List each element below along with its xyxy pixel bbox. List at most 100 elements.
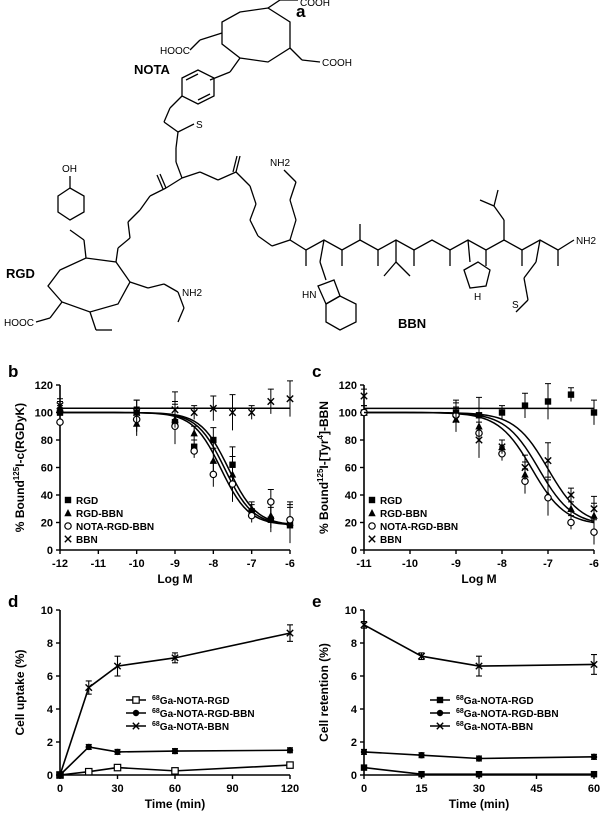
svg-text:BBN: BBN	[76, 535, 98, 546]
x-tick-label: -11	[91, 558, 106, 570]
axes: 0 2 4 6 8 10 0 15 30 45 60 Time (min) Cell retention…	[317, 605, 600, 811]
legend-item: 68Ga-NOTA-RGD-BBN	[430, 708, 559, 720]
label-hooc-left: HOOC	[160, 46, 190, 57]
y-tick-label: 10	[345, 605, 357, 617]
label-s-met: S	[512, 300, 519, 311]
x-tick-label: -8	[497, 558, 507, 570]
x-tick-label: 30	[473, 783, 485, 795]
plot-area	[360, 383, 598, 545]
plot-area	[360, 620, 598, 778]
x-tick-label: -10	[129, 558, 145, 570]
label-nh2-arg: NH2	[182, 288, 202, 299]
axes: 0 2 4 6 8 10 0 30 60 90 120 Time (min) Cell uptake (…	[13, 605, 299, 811]
label-bbn: BBN	[398, 316, 426, 331]
label-hn-indole: HN	[302, 290, 316, 301]
svg-text:68Ga-NOTA-BBN: 68Ga-NOTA-BBN	[456, 721, 533, 733]
label-h-his: H	[474, 292, 481, 303]
series-68ga-nota-rgd-bbn	[360, 748, 598, 762]
x-axis-label: Log M	[461, 572, 496, 586]
label-cooh-top: COOH	[300, 0, 330, 9]
legend-item: RGD	[368, 496, 402, 507]
legend-item: RGD	[64, 496, 98, 507]
svg-text:68Ga-NOTA-BBN: 68Ga-NOTA-BBN	[152, 721, 229, 733]
x-tick-label: -10	[402, 558, 418, 570]
y-axis-label: % Bound125I-c(RGDyK)	[12, 403, 27, 532]
panel-letter-c: c	[312, 362, 322, 381]
label-nh2-gln: NH2	[270, 158, 290, 169]
chart-competition-tyr4-bbn: 0 20 40 60 80 100 120 -11 -10 -9 -8 -7 -6 Log M % Boun…	[316, 380, 599, 586]
label-cooh-right: COOH	[322, 58, 352, 69]
series-68ga-nota-bbn	[360, 620, 598, 677]
legend: 68Ga-NOTA-RGD68Ga-NOTA-RGD-BBN68Ga-NOTA-…	[430, 695, 559, 733]
chart-cell-retention: 0 2 4 6 8 10 0 15 30 45 60 Time (min) Cell retention…	[317, 605, 600, 811]
x-tick-label: 0	[57, 783, 63, 795]
y-tick-label: 4	[47, 704, 54, 716]
y-axis-label: Cell uptake (%)	[13, 649, 27, 735]
y-tick-label: 0	[351, 770, 357, 782]
x-axis-label: Time (min)	[449, 797, 509, 811]
y-tick-label: 40	[345, 490, 357, 502]
panel-letter-e: e	[312, 592, 322, 611]
label-oh: OH	[62, 164, 77, 175]
panel-letter-a: a	[296, 2, 306, 21]
y-tick-label: 120	[35, 380, 53, 392]
y-tick-label: 2	[351, 737, 357, 749]
x-tick-label: -11	[356, 558, 371, 570]
series-bbn	[56, 380, 294, 431]
x-tick-label: -7	[543, 558, 553, 570]
y-tick-label: 20	[345, 518, 357, 530]
legend-item: 68Ga-NOTA-RGD-BBN	[126, 708, 255, 720]
y-tick-label: 6	[47, 671, 53, 683]
label-hooc-rgd: HOOC	[4, 318, 34, 329]
svg-text:68Ga-NOTA-RGD: 68Ga-NOTA-RGD	[456, 695, 534, 707]
svg-text:NOTA-RGD-BBN: NOTA-RGD-BBN	[76, 522, 154, 533]
x-tick-label: 15	[415, 783, 427, 795]
panel-letter-b: b	[8, 362, 19, 381]
x-axis-label: Time (min)	[145, 797, 205, 811]
plot-area	[56, 624, 294, 779]
x-tick-label: 30	[111, 783, 123, 795]
y-tick-label: 40	[41, 490, 53, 502]
x-tick-label: -12	[52, 558, 68, 570]
y-axis-label: Cell retention (%)	[317, 643, 331, 742]
y-tick-label: 8	[351, 638, 357, 650]
legend-item: 68Ga-NOTA-BBN	[126, 721, 229, 733]
y-tick-label: 10	[41, 605, 53, 617]
legend-item: 68Ga-NOTA-BBN	[430, 721, 533, 733]
series-68ga-nota-bbn	[56, 624, 294, 779]
label-s-thiourea: S	[196, 120, 203, 131]
svg-text:RGD-BBN: RGD-BBN	[380, 509, 427, 520]
svg-text:68Ga-NOTA-RGD-BBN: 68Ga-NOTA-RGD-BBN	[152, 708, 255, 720]
y-tick-label: 0	[351, 545, 357, 557]
y-tick-label: 20	[41, 518, 53, 530]
x-tick-label: -7	[247, 558, 257, 570]
x-tick-label: -6	[589, 558, 599, 570]
y-tick-label: 6	[351, 671, 357, 683]
y-tick-label: 100	[339, 408, 357, 420]
legend-item: NOTA-RGD-BBN	[368, 522, 458, 533]
legend-item: 68Ga-NOTA-RGD	[430, 695, 534, 707]
y-tick-label: 80	[41, 435, 53, 447]
legend: 68Ga-NOTA-RGD68Ga-NOTA-RGD-BBN68Ga-NOTA-…	[126, 695, 255, 733]
y-tick-label: 8	[47, 638, 53, 650]
svg-text:RGD-BBN: RGD-BBN	[76, 509, 123, 520]
label-nh2-cterm: NH2	[576, 236, 596, 247]
chemical-structure: COOH HOOC COOH S OH NH2 NH2 NH2 HOOC HN …	[4, 0, 596, 331]
series-68ga-nota-rgd	[360, 764, 598, 778]
svg-text:RGD: RGD	[380, 496, 402, 507]
legend-item: BBN	[64, 535, 98, 546]
x-tick-label: -6	[285, 558, 295, 570]
x-tick-label: 90	[226, 783, 238, 795]
chart-competition-rgdyk: 0 20 40 60 80 100 120 -12 -11 -10 -9 -8 -7 -6 Log M % B…	[12, 380, 295, 586]
legend: RGD RGD-BBN NOTA-RGD-BBN BBN	[368, 496, 458, 546]
x-tick-label: -9	[451, 558, 461, 570]
label-nota: NOTA	[134, 62, 170, 77]
y-axis-label: % Bound125I-[Tyr4]-BBN	[316, 401, 331, 534]
legend-item: NOTA-RGD-BBN	[64, 522, 154, 533]
y-tick-label: 4	[351, 704, 358, 716]
x-tick-label: 0	[361, 783, 367, 795]
panel-letter-d: d	[8, 592, 19, 611]
svg-text:BBN: BBN	[380, 535, 402, 546]
x-tick-label: 45	[530, 783, 542, 795]
x-tick-label: 60	[588, 783, 600, 795]
